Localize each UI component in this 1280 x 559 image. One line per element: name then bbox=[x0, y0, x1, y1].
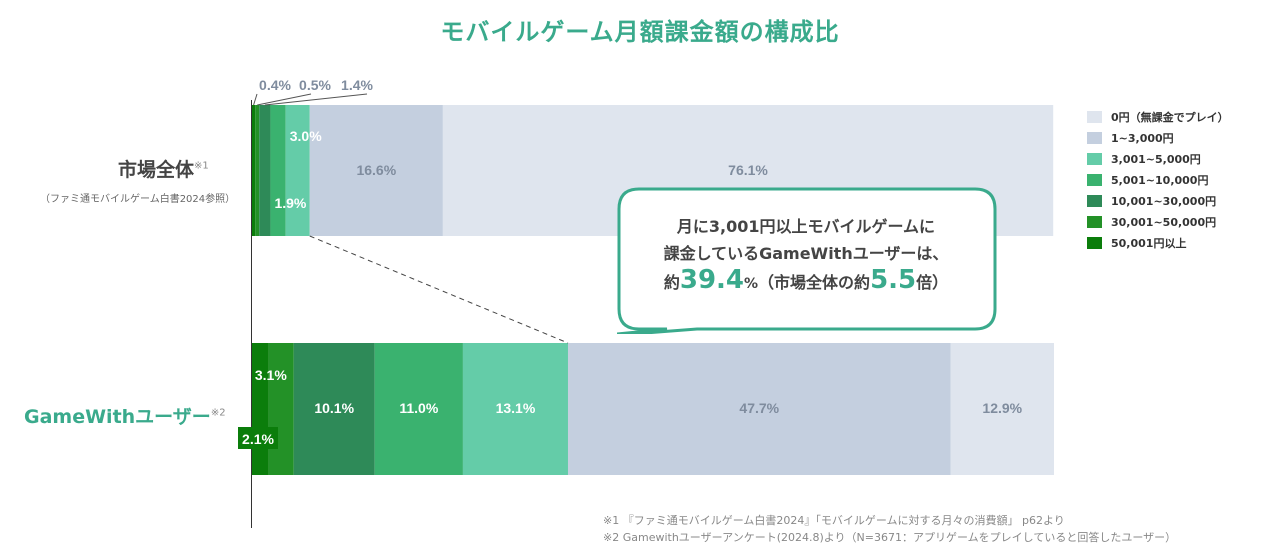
row-label-market-note: ※1 bbox=[194, 160, 209, 172]
bar-segment bbox=[293, 343, 375, 475]
leader-line bbox=[264, 93, 368, 106]
row-label-gamewith-text: GameWithユーザー bbox=[24, 406, 211, 428]
legend-swatch bbox=[1087, 131, 1102, 144]
data-label: 76.1% bbox=[728, 162, 768, 178]
bar-segment bbox=[950, 343, 1054, 475]
legend-label: 3,001~5,000円 bbox=[1111, 152, 1201, 166]
callout-mid: （市場全体の約 bbox=[758, 273, 871, 292]
callout-multiple: 5.5 bbox=[870, 265, 917, 295]
data-label: 3.1% bbox=[255, 367, 287, 383]
category-axis-line bbox=[251, 100, 252, 528]
bar-segment bbox=[462, 343, 568, 475]
legend-label: 30,001~50,000円 bbox=[1111, 215, 1217, 229]
bar-segment bbox=[252, 105, 256, 236]
leader-line bbox=[253, 93, 258, 106]
legend-label: 10,001~30,000円 bbox=[1111, 194, 1217, 208]
row-label-market-text: 市場全体 bbox=[118, 159, 195, 181]
legend-label: 50,001円以上 bbox=[1111, 236, 1187, 250]
legend-item: 50,001円以上 bbox=[1087, 232, 1229, 253]
data-label: 0.4% bbox=[259, 77, 291, 93]
data-label: 3.0% bbox=[290, 128, 322, 144]
legend-swatch bbox=[1087, 194, 1102, 207]
legend-swatch bbox=[1087, 215, 1102, 228]
legend-item: 10,001~30,000円 bbox=[1087, 190, 1229, 211]
legend-swatch bbox=[1087, 173, 1102, 186]
bar-segment bbox=[567, 343, 951, 475]
footnote-2: ※2 Gamewithユーザーアンケート(2024.8)より（N=3671：アプ… bbox=[603, 531, 1177, 544]
legend-item: 30,001~50,000円 bbox=[1087, 211, 1229, 232]
callout-value: 39.4 bbox=[679, 265, 745, 295]
callout-pre: 約 bbox=[663, 273, 680, 292]
data-label: 0.5% bbox=[299, 77, 331, 93]
data-label: 16.6% bbox=[356, 162, 396, 178]
data-label: 1.9% bbox=[274, 195, 306, 211]
footnote-1: ※1 『ファミ通モバイルゲーム白書2024』「モバイルゲームに対する月々の消費額… bbox=[603, 514, 1065, 527]
row-label-gamewith: GameWithユーザー※2 bbox=[24, 402, 226, 429]
legend-swatch bbox=[1087, 236, 1102, 249]
callout-text: 月に3,001円以上モバイルゲームに 課金しているGameWithユーザーは、 … bbox=[617, 213, 995, 298]
data-label-box bbox=[238, 427, 278, 449]
bar-segment bbox=[255, 105, 260, 236]
data-label: 1.4% bbox=[341, 77, 373, 93]
legend-swatch bbox=[1087, 110, 1102, 123]
row-label-market-source: （ファミ通モバイルゲーム白書2024参照） bbox=[40, 194, 236, 205]
data-label: 12.9% bbox=[982, 400, 1022, 416]
callout-bubble bbox=[617, 187, 997, 334]
legend-label: 1~3,000円 bbox=[1111, 131, 1174, 145]
callout-line-3: 約39.4%（市場全体の約5.5倍） bbox=[617, 267, 995, 298]
data-label: 10.1% bbox=[314, 400, 354, 416]
bar-segment bbox=[252, 343, 269, 475]
legend-label: 5,001~10,000円 bbox=[1111, 173, 1209, 187]
bar-segment bbox=[268, 343, 294, 475]
bar-segment bbox=[309, 105, 443, 236]
data-label: 47.7% bbox=[739, 400, 779, 416]
callout-line-2: 課金しているGameWithユーザーは、 bbox=[663, 244, 949, 263]
legend-item: 5,001~10,000円 bbox=[1087, 169, 1229, 190]
legend-item: 3,001~5,000円 bbox=[1087, 148, 1229, 169]
callout-line-1: 月に3,001円以上モバイルゲームに bbox=[676, 217, 936, 236]
bar-segment bbox=[270, 105, 286, 236]
data-label: 11.0% bbox=[399, 400, 438, 416]
row-label-gamewith-note: ※2 bbox=[210, 407, 226, 419]
row-label-market: 市場全体※1 bbox=[118, 155, 209, 182]
data-label: 2.1% bbox=[242, 431, 274, 447]
chart-title: モバイルゲーム月額課金額の構成比 bbox=[440, 18, 840, 46]
bar-segment bbox=[259, 105, 271, 236]
callout-post: 倍） bbox=[916, 273, 949, 292]
chart-legend: 0円（無課金でプレイ） 1~3,000円 3,001~5,000円 5,001~10,… bbox=[1087, 106, 1229, 253]
bar-segment bbox=[374, 343, 463, 475]
callout-unit: % bbox=[744, 276, 759, 292]
data-label: 13.1% bbox=[496, 400, 536, 416]
legend-item: 1~3,000円 bbox=[1087, 127, 1229, 148]
legend-item: 0円（無課金でプレイ） bbox=[1087, 106, 1229, 127]
legend-swatch bbox=[1087, 152, 1102, 165]
bar-segment bbox=[285, 105, 310, 236]
legend-label: 0円（無課金でプレイ） bbox=[1111, 110, 1229, 124]
leader-line bbox=[257, 93, 312, 106]
comparison-connector bbox=[309, 235, 569, 344]
